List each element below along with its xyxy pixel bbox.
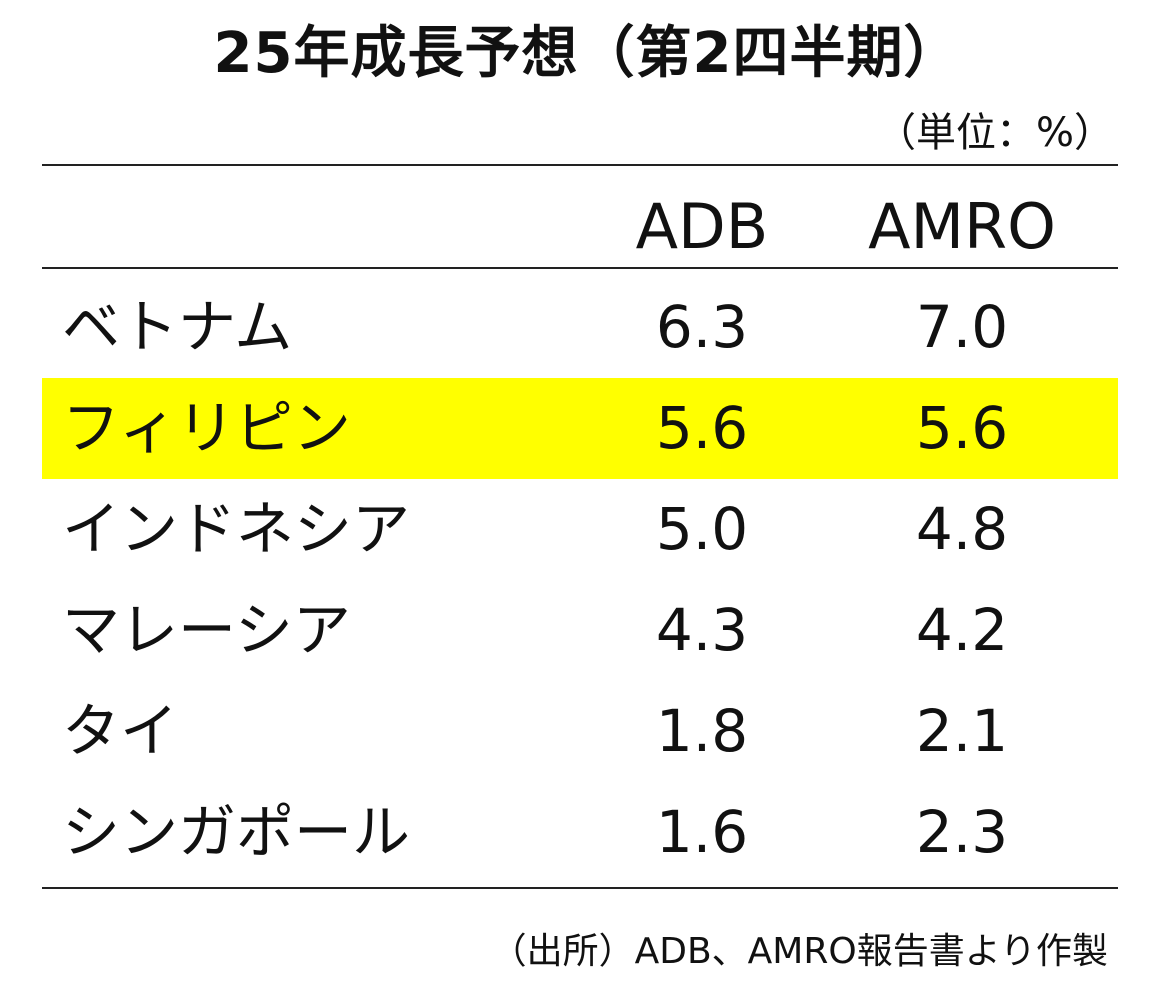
adb-value: 1.8 xyxy=(655,697,749,765)
column-header-adb: ADB xyxy=(635,190,769,263)
adb-value: 5.0 xyxy=(655,495,749,563)
amro-value: 7.0 xyxy=(915,293,1009,361)
table-row: シンガポール 1.6 2.3 xyxy=(42,782,1118,883)
top-rule xyxy=(42,164,1118,166)
table-row: ベトナム 6.3 7.0 xyxy=(42,277,1118,378)
row-label: フィリピン xyxy=(62,394,351,462)
adb-value: 1.6 xyxy=(655,798,749,866)
header-rule xyxy=(42,267,1118,269)
table-row: タイ 1.8 2.1 xyxy=(42,681,1118,782)
table-row: フィリピン 5.6 5.6 xyxy=(42,378,1118,479)
row-label: インドネシア xyxy=(62,495,411,563)
row-label: ベトナム xyxy=(62,293,293,361)
amro-value: 4.2 xyxy=(915,596,1009,664)
table-row: インドネシア 5.0 4.8 xyxy=(42,479,1118,580)
table-row: マレーシア 4.3 4.2 xyxy=(42,580,1118,681)
adb-value: 5.6 xyxy=(655,394,749,462)
adb-value: 4.3 xyxy=(655,596,749,664)
amro-value: 2.3 xyxy=(915,798,1009,866)
row-label: シンガポール xyxy=(62,798,411,866)
unit-label: （単位：%） xyxy=(875,110,1114,156)
amro-value: 5.6 xyxy=(915,394,1009,462)
chart-title: 25年成長予想（第2四半期） xyxy=(213,21,961,86)
column-header-amro: AMRO xyxy=(868,190,1056,263)
adb-value: 6.3 xyxy=(655,293,749,361)
amro-value: 4.8 xyxy=(915,495,1009,563)
row-label: タイ xyxy=(62,697,179,765)
header-row: ADB AMRO xyxy=(42,176,1118,277)
row-label: マレーシア xyxy=(62,596,351,664)
amro-value: 2.1 xyxy=(915,697,1009,765)
bottom-rule xyxy=(42,887,1118,889)
source-note: （出所）ADB、AMRO報告書より作製 xyxy=(490,931,1108,972)
